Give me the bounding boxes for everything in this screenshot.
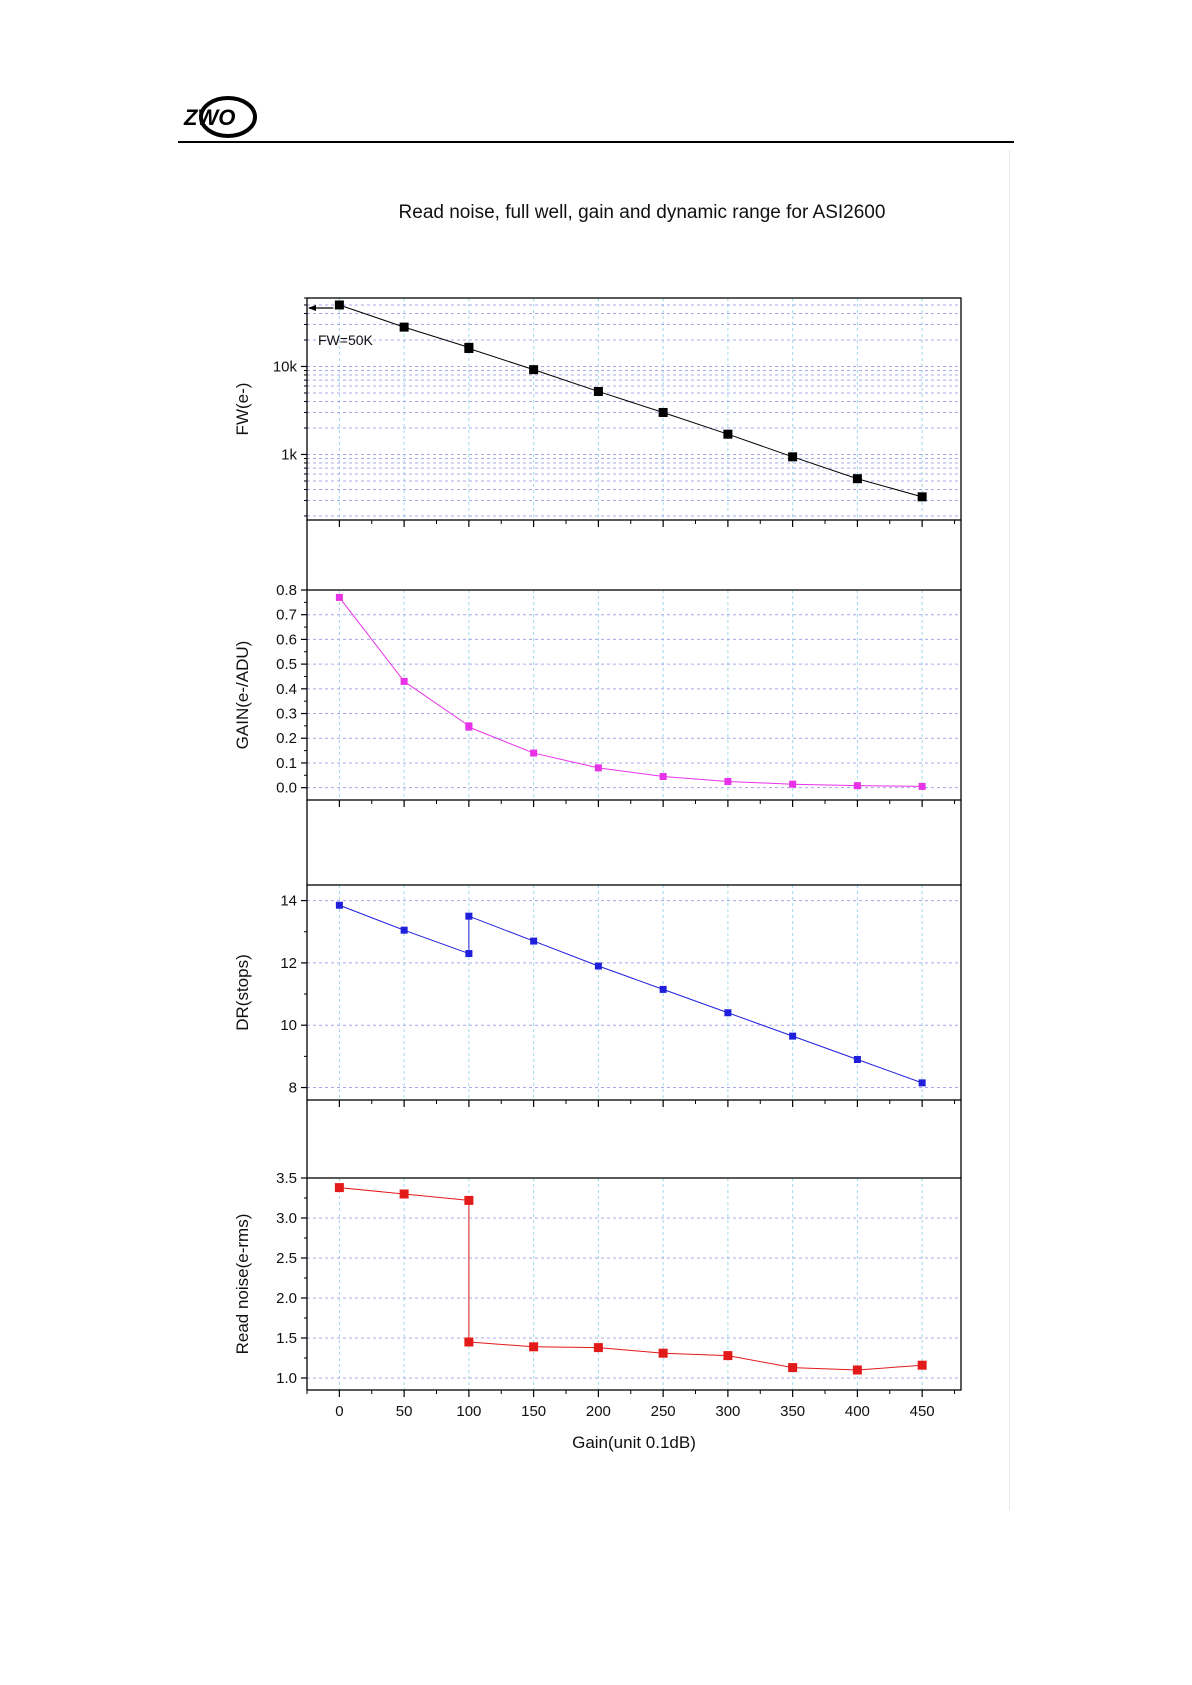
data-point: [464, 344, 474, 354]
y-tick-label: 0.0: [276, 780, 297, 797]
data-point: [400, 677, 408, 685]
data-point: [852, 1365, 862, 1375]
data-point: [853, 1055, 861, 1063]
x-tick-label: 100: [456, 1403, 481, 1420]
header-rule: [178, 141, 1014, 143]
y-tick-label: 14: [280, 893, 297, 910]
data-point: [658, 1348, 668, 1358]
y-tick-label: 1k: [281, 446, 297, 463]
data-point: [658, 407, 668, 417]
y-axis-label-dr: DR(stops): [233, 954, 252, 1031]
y-tick-label: 12: [280, 955, 297, 972]
data-point: [723, 1351, 733, 1361]
data-point: [465, 723, 473, 731]
data-point: [530, 749, 538, 757]
x-tick-label: 50: [396, 1403, 413, 1420]
data-point: [400, 926, 408, 934]
series-line-rn: [339, 1187, 923, 1371]
y-tick-label: 0.4: [276, 681, 297, 698]
y-tick-label: 3.0: [276, 1210, 297, 1227]
y-tick-label: 0.2: [276, 730, 297, 747]
data-point: [593, 386, 603, 396]
x-axis-label: Gain(unit 0.1dB): [572, 1433, 696, 1452]
x-tick-label: 350: [780, 1403, 805, 1420]
panel-fw: 1k 10k FW(e-) FW=50K: [233, 297, 962, 527]
y-axis-label-rn: Read noise(e-rms): [233, 1214, 252, 1355]
data-point: [788, 1363, 798, 1373]
y-tick-label: 8: [289, 1080, 297, 1097]
plot-frame: [306, 589, 962, 801]
y-tick-label: 2.0: [276, 1290, 297, 1307]
x-tick-label: 200: [586, 1403, 611, 1420]
data-point: [853, 782, 861, 790]
y-tick-label: 0.3: [276, 706, 297, 723]
y-tick-label: 10: [280, 1017, 297, 1034]
data-point: [529, 1342, 539, 1352]
x-tick-label: 150: [521, 1403, 546, 1420]
y-axis-label-fw: FW(e-): [233, 383, 252, 436]
y-tick-label: 0.1: [276, 755, 297, 772]
data-point: [334, 300, 344, 310]
data-point: [529, 365, 539, 375]
x-tick-label: 450: [910, 1403, 935, 1420]
y-tick-label: 3.5: [276, 1170, 297, 1187]
y-tick-label: 1.0: [276, 1370, 297, 1387]
data-point: [464, 1195, 474, 1205]
data-point: [788, 452, 798, 462]
x-tick-label: 300: [715, 1403, 740, 1420]
data-point: [464, 1337, 474, 1347]
data-point: [724, 777, 732, 785]
data-point: [724, 1009, 732, 1017]
y-axis-label-gain: GAIN(e-/ADU): [233, 641, 252, 750]
data-point: [789, 1032, 797, 1040]
annotation-arrowhead: [308, 304, 316, 311]
y-tick-label: 10k: [273, 358, 298, 375]
plot-frame: [306, 1177, 962, 1391]
data-point: [465, 912, 473, 920]
y-tick-label: 0.8: [276, 582, 297, 599]
data-point: [852, 474, 862, 484]
y-tick-label: 1.5: [276, 1330, 297, 1347]
data-point: [594, 764, 602, 772]
data-point: [335, 593, 343, 601]
logo-text: ZWO: [183, 105, 235, 130]
zwo-logo: ZWO: [183, 96, 257, 138]
x-tick-label: 400: [845, 1403, 870, 1420]
data-point: [918, 782, 926, 790]
data-point: [917, 492, 927, 502]
data-point: [659, 773, 667, 781]
data-point: [918, 1079, 926, 1087]
data-point: [399, 1189, 409, 1199]
series-line-fw: [339, 304, 923, 498]
panels-layer: 1k10kFW(e-)FW=50K0.00.10.20.30.40.50.60.…: [233, 297, 962, 1420]
data-point: [335, 901, 343, 909]
data-point: [659, 985, 667, 993]
data-point: [789, 780, 797, 788]
data-point: [399, 322, 409, 332]
panel-dr: 8 10 12 14 DR(stops): [233, 884, 962, 1107]
page-edge-rule: [1009, 150, 1010, 1510]
data-point: [594, 962, 602, 970]
data-point: [334, 1183, 344, 1193]
x-tick-label: 250: [651, 1403, 676, 1420]
series-line-dr: [339, 904, 923, 1084]
annotation-text: FW=50K: [318, 332, 374, 348]
panel-gain: 0.0 0.1 0.2 0.3 0.4 0.5 0.6 0.7 0.8 GAIN(e-/ADU): [233, 582, 962, 807]
data-point: [465, 950, 473, 958]
data-point: [593, 1343, 603, 1353]
plot-frame: [306, 297, 962, 521]
panel-rn: 1.0 1.5 2.0 2.5 3.0 3.5 Read noise(e-rms) 0 50 10…: [233, 1170, 962, 1420]
series-line-gain: [338, 597, 923, 787]
y-tick-label: 0.7: [276, 607, 297, 624]
plot-frame: [306, 884, 962, 1101]
data-point: [530, 937, 538, 945]
y-tick-label: 2.5: [276, 1250, 297, 1267]
chart-title: Read noise, full well, gain and dynamic …: [399, 202, 886, 223]
x-tick-label: 0: [335, 1403, 343, 1420]
y-tick-label: 0.5: [276, 656, 297, 673]
data-point: [917, 1360, 927, 1370]
y-tick-label: 0.6: [276, 631, 297, 648]
data-point: [723, 429, 733, 439]
